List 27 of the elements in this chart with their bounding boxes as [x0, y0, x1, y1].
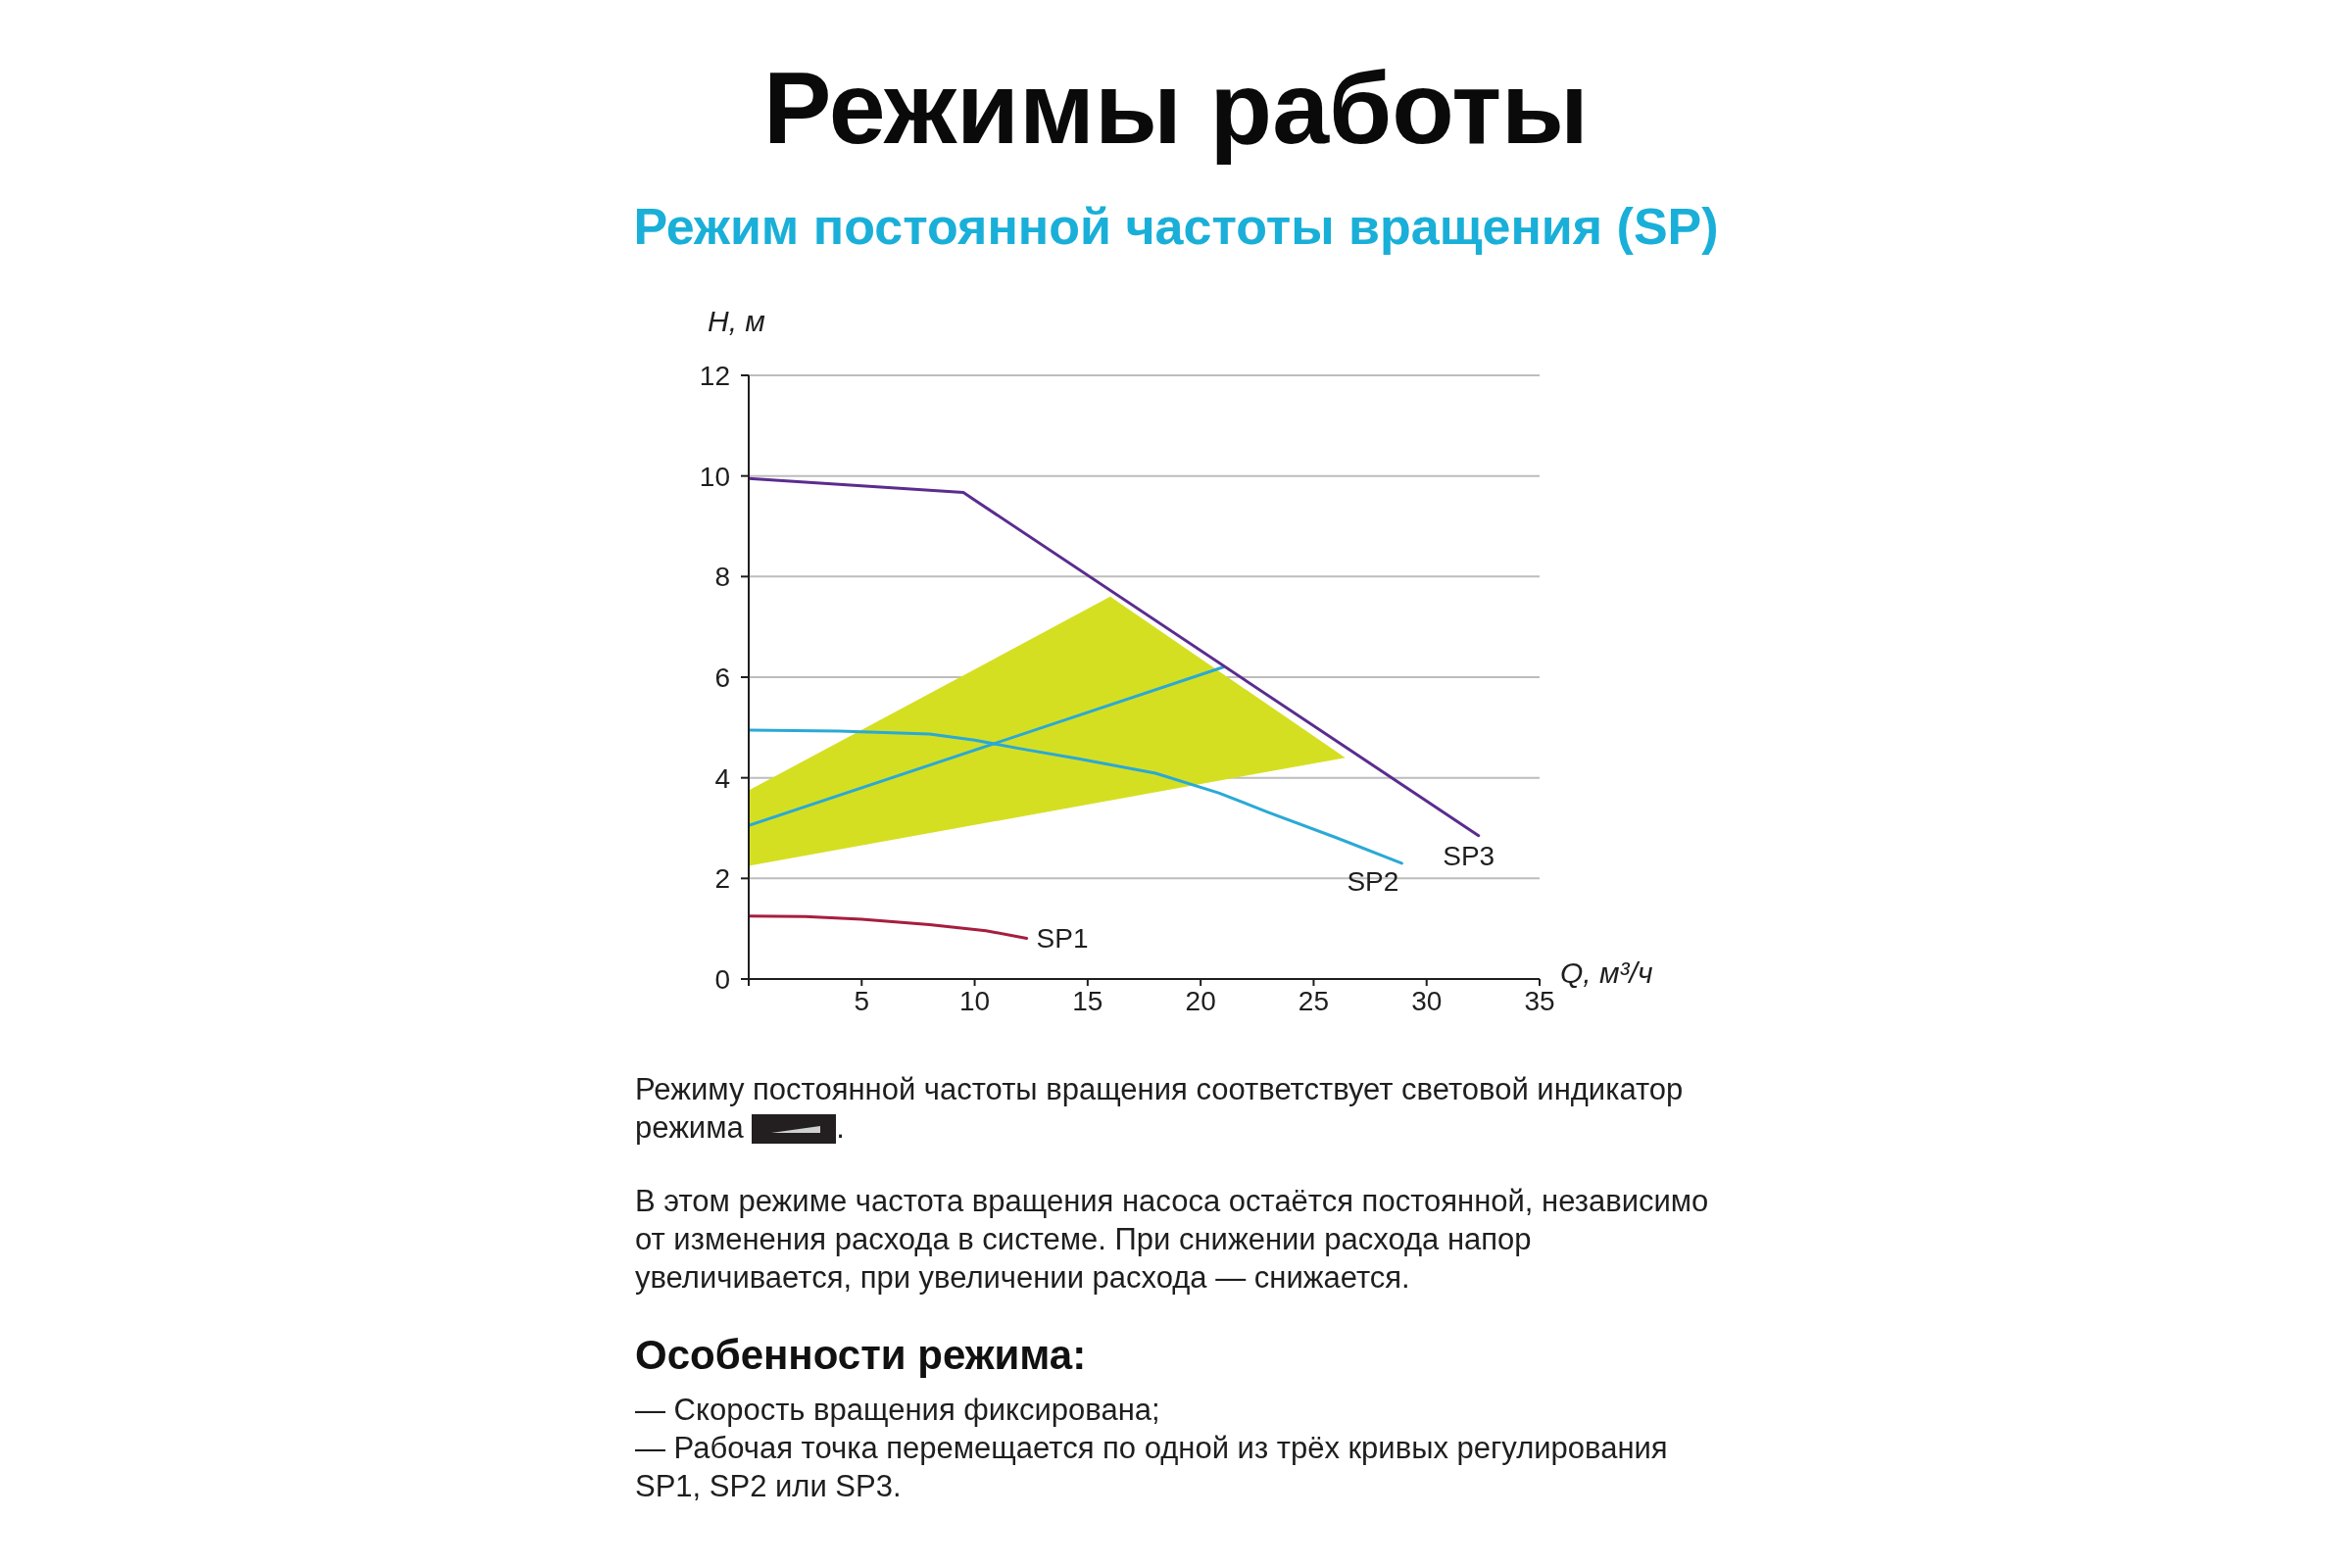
line-series [749, 914, 1029, 940]
y-tick-label: 2 [714, 863, 730, 895]
chart-title: Режимы работы [762, 50, 1590, 167]
y-axis-title: H, м [708, 304, 765, 337]
text: Особенности режима: [635, 1331, 1088, 1380]
x-tick-label: 15 [1072, 985, 1103, 1016]
text: В этом режиме частота вращения насоса остаётся постоянной, независимо от изменения расхода в системе. При снижении расхода напор увеличивается, при увеличении расхода — снижается. [635, 1183, 1710, 1297]
series-label: SP1 [1036, 922, 1089, 954]
y-tick-label: 10 [699, 461, 730, 492]
series-label: SP2 [1347, 866, 1399, 898]
x-axis-title: Q, м³/ч [1560, 956, 1653, 989]
x-tick-label: 20 [1185, 985, 1216, 1016]
y-tick-label: 6 [714, 662, 730, 693]
x-tick-label: 5 [854, 985, 870, 1016]
text: Режиму постоянной частоты вращения соответствует световой индикатор режима . [635, 1072, 1684, 1145]
x-tick-label: 30 [1411, 985, 1443, 1016]
x-tick-label: 35 [1524, 985, 1555, 1016]
series-label: SP3 [1443, 841, 1495, 872]
y-tick-label: 4 [714, 762, 730, 794]
y-tick-label: 8 [714, 562, 730, 593]
y-tick-label: 0 [714, 963, 730, 995]
text: — Рабочая точка перемещается по одной из трёх кривых регулирования SP1, SP2 или SP3. [635, 1430, 1669, 1505]
x-tick-label: 25 [1298, 985, 1330, 1016]
y-tick-label: 12 [699, 360, 730, 391]
text: — Скорость вращения фиксирована; [635, 1392, 1161, 1429]
x-tick-label: 10 [958, 985, 991, 1016]
chart-subtitle: Режим постоянной частоты вращения (SP) [632, 197, 1720, 256]
